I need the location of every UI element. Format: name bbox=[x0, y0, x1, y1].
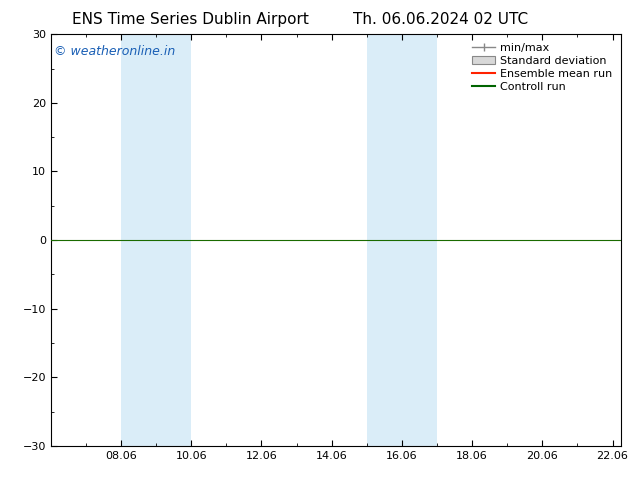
Text: Th. 06.06.2024 02 UTC: Th. 06.06.2024 02 UTC bbox=[353, 12, 528, 27]
Bar bbox=[366, 34, 402, 446]
Bar bbox=[121, 34, 156, 446]
Legend: min/max, Standard deviation, Ensemble mean run, Controll run: min/max, Standard deviation, Ensemble me… bbox=[469, 40, 616, 95]
Text: © weatheronline.in: © weatheronline.in bbox=[53, 45, 175, 58]
Bar bbox=[156, 34, 191, 446]
Text: ENS Time Series Dublin Airport: ENS Time Series Dublin Airport bbox=[72, 12, 309, 27]
Bar bbox=[402, 34, 437, 446]
